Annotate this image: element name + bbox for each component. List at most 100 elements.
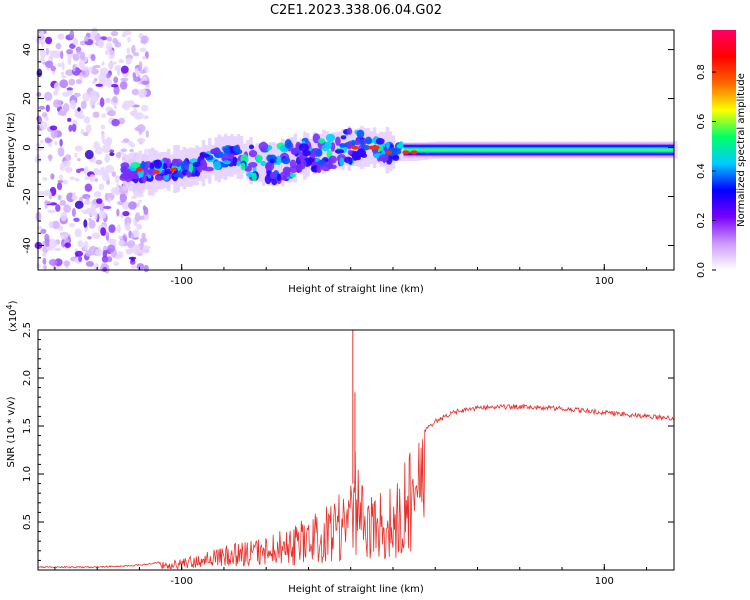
noise-blob xyxy=(46,138,53,143)
noise-blob xyxy=(128,201,137,210)
noise-blob xyxy=(93,191,102,198)
noise-blob xyxy=(142,115,149,120)
noise-blob xyxy=(42,177,48,181)
ridge-blob xyxy=(210,148,221,154)
noise-blob xyxy=(103,205,112,210)
noise-blob xyxy=(111,118,120,127)
noise-blob xyxy=(59,138,63,147)
noise-blob xyxy=(49,202,58,206)
ridge-blob xyxy=(252,166,257,173)
scale-factor-close: ) xyxy=(8,300,19,304)
noise-blob xyxy=(77,114,86,120)
noise-blob xyxy=(99,202,105,212)
noise-blob xyxy=(120,148,128,153)
ridge-blob xyxy=(200,153,210,158)
ridge-blob xyxy=(162,163,168,170)
noise-blob xyxy=(93,263,99,271)
ridge-blob xyxy=(335,136,341,146)
ridge-blob xyxy=(129,173,140,180)
noise-blob xyxy=(105,50,109,56)
noise-blob xyxy=(121,33,127,38)
ridge-blob xyxy=(188,163,194,173)
noise-blob xyxy=(45,104,50,113)
noise-blob xyxy=(92,111,100,118)
ridge-hotspot xyxy=(135,167,143,172)
noise-blob xyxy=(74,200,84,209)
noise-blob xyxy=(102,143,111,153)
noise-blob xyxy=(113,85,120,96)
noise-blob xyxy=(100,227,106,236)
noise-blob xyxy=(116,182,120,193)
noise-blob xyxy=(36,92,42,97)
noise-blob xyxy=(78,59,85,68)
ridge-halo xyxy=(214,137,218,181)
noise-blob xyxy=(66,49,74,55)
ridge-blob xyxy=(317,160,327,165)
noise-blob xyxy=(74,152,78,158)
top-x-axis-label: Height of straight line (km) xyxy=(288,284,424,295)
noise-blob xyxy=(58,174,64,181)
noise-blob xyxy=(135,70,141,75)
noise-blob xyxy=(59,79,68,89)
noise-blob xyxy=(105,264,110,274)
ridge-blob xyxy=(316,164,322,174)
snr-panel: 0.5 1.0 1.5 2.0 2.5 -100 100 Height of straig… xyxy=(5,300,675,595)
y-tick-label: 0.5 xyxy=(22,514,33,530)
noise-blob xyxy=(140,40,147,44)
ridge-halo xyxy=(290,136,294,182)
noise-blob xyxy=(76,51,81,55)
scale-factor-label: (x104) xyxy=(5,300,19,332)
noise-blob xyxy=(98,183,105,191)
noise-blob xyxy=(84,176,90,181)
noise-blob xyxy=(141,80,150,85)
noise-blob xyxy=(60,231,69,240)
ridge-blob xyxy=(149,162,155,170)
noise-blob xyxy=(40,28,45,38)
ridge-blob xyxy=(339,157,345,167)
tail-band xyxy=(403,148,674,152)
noise-blob xyxy=(89,98,94,106)
noise-blob xyxy=(104,192,109,201)
noise-blob xyxy=(61,75,67,79)
ridge-blob xyxy=(385,141,390,149)
ridge-blob xyxy=(318,138,326,144)
noise-blob xyxy=(139,70,145,74)
noise-blob xyxy=(132,72,137,79)
noise-blob xyxy=(109,152,115,157)
noise-blob xyxy=(42,251,47,258)
noise-blob xyxy=(74,228,82,238)
ridge-blob xyxy=(325,133,336,142)
noise-blob xyxy=(83,116,91,124)
noise-blob xyxy=(85,124,92,134)
noise-blob xyxy=(136,223,143,230)
ridge-blob xyxy=(276,173,281,182)
noise-blob xyxy=(50,129,58,139)
noise-blob xyxy=(71,123,77,132)
noise-blob xyxy=(88,218,92,221)
noise-blob xyxy=(40,228,47,234)
x-tick-label: 100 xyxy=(595,276,614,287)
x-tick-label: -100 xyxy=(170,276,193,287)
noise-blob xyxy=(72,191,76,200)
snr-frame xyxy=(37,329,675,571)
noise-blob xyxy=(45,47,50,56)
noise-blob xyxy=(138,88,148,97)
y-tick-label: -40 xyxy=(22,237,33,253)
noise-blob xyxy=(94,77,98,82)
noise-blob xyxy=(69,176,76,180)
noise-blob xyxy=(106,111,114,116)
ridge-blob xyxy=(173,173,182,178)
noise-blob xyxy=(94,146,103,155)
noise-blob xyxy=(107,244,116,253)
noise-blob xyxy=(141,232,146,240)
noise-blob xyxy=(83,200,92,205)
ridge-blob xyxy=(269,158,275,164)
spectrogram-panel: -40 -20 0 20 40 -100 100 Height of straight l… xyxy=(6,27,678,295)
noise-blob xyxy=(116,67,121,76)
scale-factor-exponent: 4 xyxy=(5,304,14,309)
y-tick-label: -20 xyxy=(22,188,33,204)
noise-blob xyxy=(72,53,80,62)
colorbar-label: Normalized spectral amplitude xyxy=(736,73,747,227)
noise-blob xyxy=(121,201,130,210)
